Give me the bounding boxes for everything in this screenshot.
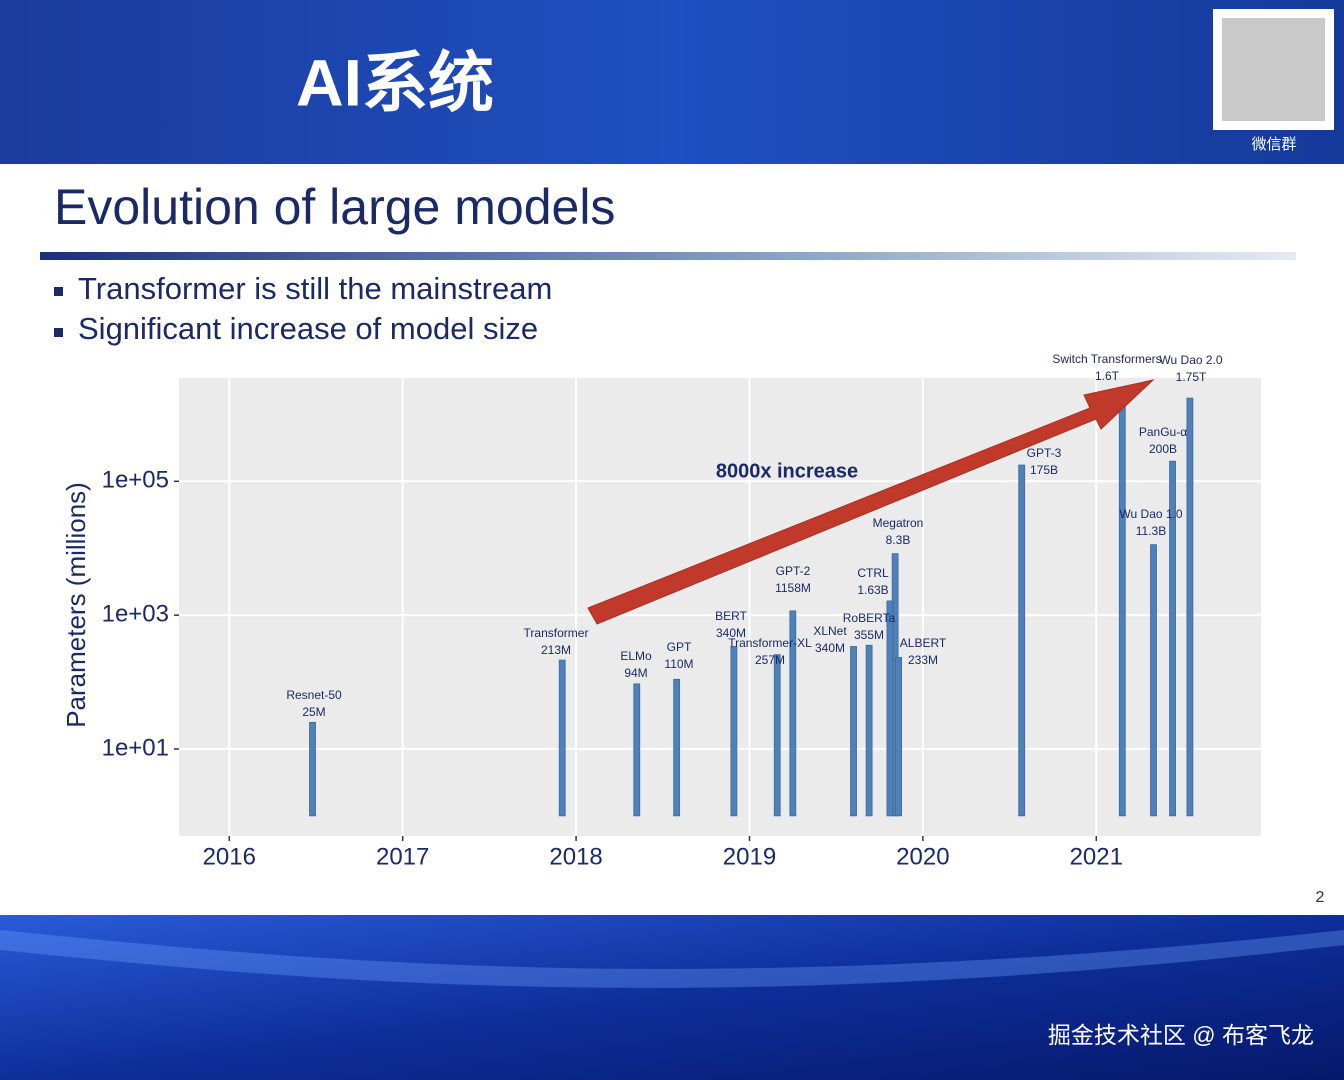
value-label: 175B <box>1030 463 1058 477</box>
bar-label: BERT <box>715 609 747 623</box>
qr-code <box>1213 9 1334 130</box>
bar-label: GPT-3 <box>1027 446 1062 460</box>
bar <box>309 721 316 817</box>
bar <box>1169 460 1176 817</box>
bar-label: CTRL <box>857 566 889 580</box>
value-label: 1.6T <box>1095 369 1120 383</box>
bullet: Significant increase of model size <box>78 311 538 346</box>
page-number: 2 <box>1316 889 1325 906</box>
x-tick-label: 2020 <box>896 843 949 870</box>
value-label: 1158M <box>775 581 811 595</box>
bar <box>558 659 566 817</box>
bar-label: ELMo <box>620 649 652 663</box>
bar-label: Transformer-XL <box>728 636 812 650</box>
qr-pattern <box>1222 18 1325 121</box>
bar-label: RoBERTa <box>843 611 896 625</box>
value-label: 233M <box>908 653 938 667</box>
y-tick-label: 1e+05 <box>102 467 169 494</box>
plot-area <box>179 378 1261 836</box>
bar-label: Transformer <box>524 626 589 640</box>
x-tick-label: 2018 <box>549 843 602 870</box>
x-tick-label: 2017 <box>376 843 429 870</box>
slide-title: Evolution of large models <box>54 179 615 235</box>
value-label: 1.75T <box>1176 370 1207 384</box>
value-label: 1.63B <box>857 583 888 597</box>
footer-band <box>0 915 1344 1080</box>
bar <box>633 683 641 817</box>
annotation: 8000x increase <box>716 460 858 482</box>
header-band <box>0 0 1344 164</box>
bar-label: PanGu-α <box>1139 425 1187 439</box>
bar-label: ALBERT <box>900 636 947 650</box>
bar-label: Wu Dao 2.0 <box>1159 353 1222 367</box>
value-label: 340M <box>815 641 845 655</box>
bar-label: XLNet <box>813 624 847 638</box>
value-label: 355M <box>854 628 884 642</box>
grid-layer <box>179 378 1261 836</box>
bar <box>895 657 902 817</box>
bar <box>673 678 681 817</box>
bar-label: Megatron <box>873 516 924 530</box>
bar-label: Resnet-50 <box>286 688 342 702</box>
bar <box>850 646 857 817</box>
title-rule <box>40 252 1296 260</box>
bar <box>730 646 738 817</box>
header-title: AI系统 <box>296 45 494 119</box>
value-label: 213M <box>541 643 571 657</box>
trend-arrow <box>587 379 1155 625</box>
qr-caption: 微信群 <box>1251 136 1296 153</box>
value-label: 110M <box>664 657 693 671</box>
y-tick-label: 1e+03 <box>102 600 169 627</box>
bar <box>1150 544 1157 817</box>
bar <box>886 600 894 817</box>
bar <box>1186 397 1194 817</box>
bar <box>865 644 873 817</box>
x-tick-label: 2019 <box>723 843 776 870</box>
footer-swoosh <box>0 930 1344 988</box>
bar <box>773 654 781 817</box>
bar <box>1118 400 1126 817</box>
bar-label: GPT <box>667 640 692 654</box>
y-tick-label: 1e+01 <box>102 734 169 761</box>
value-label: 340M <box>716 626 746 640</box>
x-tick-label: 2021 <box>1070 843 1123 870</box>
value-label: 94M <box>624 666 647 680</box>
y-axis-label: Parameters (millions) <box>61 482 91 728</box>
bullet-marker <box>54 287 63 296</box>
x-tick-label: 2016 <box>203 843 256 870</box>
bar <box>789 610 797 817</box>
bar <box>1018 464 1026 817</box>
bullet-marker <box>54 328 63 337</box>
bar-label: GPT-2 <box>776 564 811 578</box>
bullet: Transformer is still the mainstream <box>78 271 552 306</box>
watermark: 掘金技术社区 @ 布客飞龙 <box>1048 1022 1314 1048</box>
value-label: 200B <box>1149 442 1177 456</box>
value-label: 257M <box>755 653 785 667</box>
bar-label: Switch Transformers <box>1052 352 1161 366</box>
value-label: 8.3B <box>886 533 911 547</box>
value-label: 11.3B <box>1136 524 1166 538</box>
value-label: 25M <box>302 705 325 719</box>
bar-label: Wu Dao 1.0 <box>1119 507 1182 521</box>
